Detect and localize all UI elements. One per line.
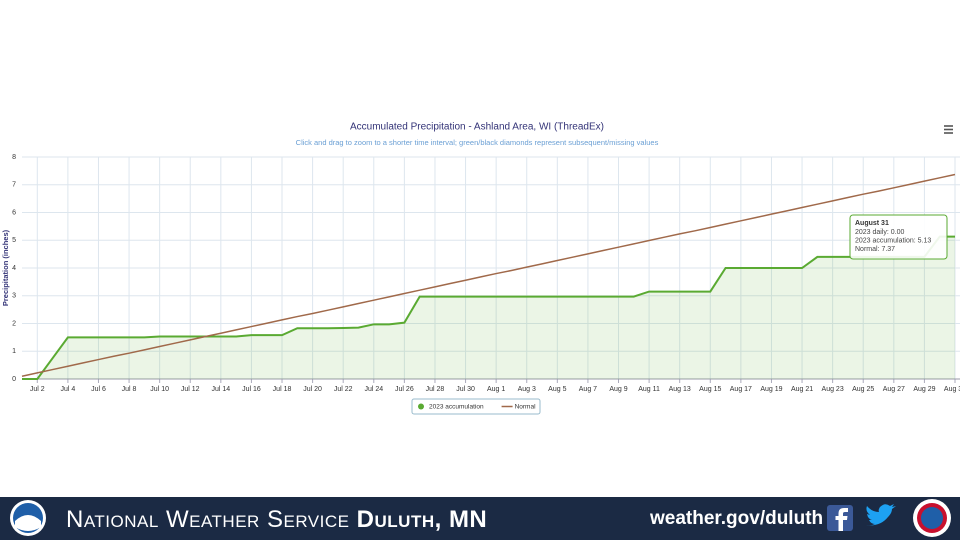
chart-subtitle: Click and drag to zoom to a shorter time… bbox=[296, 138, 659, 147]
chart-title: Accumulated Precipitation - Ashland Area… bbox=[350, 122, 604, 133]
x-tick-label: Jul 24 bbox=[364, 386, 383, 393]
series-line bbox=[21, 173, 956, 377]
y-tick-label: 5 bbox=[12, 237, 16, 244]
x-tick-label: Jul 12 bbox=[181, 386, 200, 393]
legend-label: Normal bbox=[515, 404, 537, 411]
twitter-icon[interactable] bbox=[866, 504, 896, 526]
x-tick-label: Jul 20 bbox=[303, 386, 322, 393]
x-tick-label: Aug 13 bbox=[669, 386, 691, 393]
legend: 2023 accumulation Normal bbox=[411, 398, 541, 415]
legend-label: 2023 accumulation bbox=[429, 404, 484, 411]
office: Duluth, MN bbox=[356, 506, 488, 533]
x-tick-label: Jul 14 bbox=[211, 386, 230, 393]
y-tick-label: 1 bbox=[12, 348, 16, 355]
x-tick-label: Jul 6 bbox=[91, 386, 106, 393]
nws-logo-inner bbox=[921, 507, 943, 529]
y-tick-label: 3 bbox=[12, 293, 16, 300]
x-tick-label: Aug 15 bbox=[699, 386, 721, 393]
footer-icons bbox=[10, 499, 951, 537]
tooltip-box bbox=[849, 214, 948, 260]
y-tick-label: 2 bbox=[12, 320, 16, 327]
x-tick-label: Jul 18 bbox=[273, 386, 292, 393]
x-tick-label: Jul 16 bbox=[242, 386, 261, 393]
y-tick-label: 8 bbox=[12, 154, 16, 161]
org-name: National Weather Service Duluth, MN bbox=[66, 506, 487, 534]
grid bbox=[22, 156, 960, 380]
x-tick-label: Aug 3 bbox=[518, 386, 536, 393]
area bbox=[22, 236, 955, 379]
x-tick-label: Jul 4 bbox=[60, 386, 75, 393]
x-tick-label: Aug 5 bbox=[548, 386, 566, 393]
y-tick-label: 4 bbox=[12, 265, 16, 272]
menu-icon[interactable] bbox=[944, 125, 953, 134]
x-tick-label: Aug 11 bbox=[638, 386, 660, 393]
y-tick-label: 7 bbox=[12, 182, 16, 189]
x-tick-label: Aug 23 bbox=[822, 386, 844, 393]
x-tick-label: Aug 1 bbox=[487, 386, 505, 393]
x-tick-label: Aug 29 bbox=[913, 386, 935, 393]
tooltip-title: August 31 bbox=[855, 220, 889, 227]
x-tick-label: Aug 21 bbox=[791, 386, 813, 393]
x-tick-label: Aug 31 bbox=[944, 386, 960, 393]
facebook-f[interactable] bbox=[835, 508, 849, 531]
x-tick-label: Aug 25 bbox=[852, 386, 874, 393]
x-tick-label: Aug 27 bbox=[883, 386, 905, 393]
x-tick-label: Aug 9 bbox=[609, 386, 627, 393]
legend-marker bbox=[418, 403, 424, 410]
y-tick-label: 0 bbox=[12, 376, 16, 383]
y-tick-label: 6 bbox=[12, 209, 16, 216]
x-tick-label: Jul 10 bbox=[150, 386, 169, 393]
y-axis-label: Precipitation (inches) bbox=[1, 229, 10, 306]
org: National Weather Service bbox=[66, 506, 350, 533]
x-tick-label: Jul 8 bbox=[122, 386, 137, 393]
tooltip-line: Normal: 7.37 bbox=[855, 246, 895, 253]
x-tick-label: Jul 30 bbox=[456, 386, 475, 393]
chart: Accumulated Precipitation - Ashland Area… bbox=[1, 122, 960, 415]
x-tick-label: Jul 2 bbox=[30, 386, 45, 393]
footer: National Weather Service Duluth, MN weat… bbox=[0, 497, 960, 540]
x-tick-label: Aug 17 bbox=[730, 386, 752, 393]
legend-box bbox=[411, 398, 541, 415]
noaa-logo-bird bbox=[15, 515, 41, 531]
x-tick-label: Jul 26 bbox=[395, 386, 414, 393]
x-tick-label: Aug 19 bbox=[760, 386, 782, 393]
series-line bbox=[22, 235, 955, 380]
x-tick-label: Jul 28 bbox=[426, 386, 445, 393]
tooltip-line: 2023 accumulation: 5.13 bbox=[855, 237, 931, 244]
x-tick-label: Aug 7 bbox=[579, 386, 597, 393]
tooltip-line: 2023 daily: 0.00 bbox=[855, 229, 905, 236]
x-tick-label: Jul 22 bbox=[334, 386, 353, 393]
website[interactable]: weather.gov/duluth bbox=[650, 508, 824, 529]
